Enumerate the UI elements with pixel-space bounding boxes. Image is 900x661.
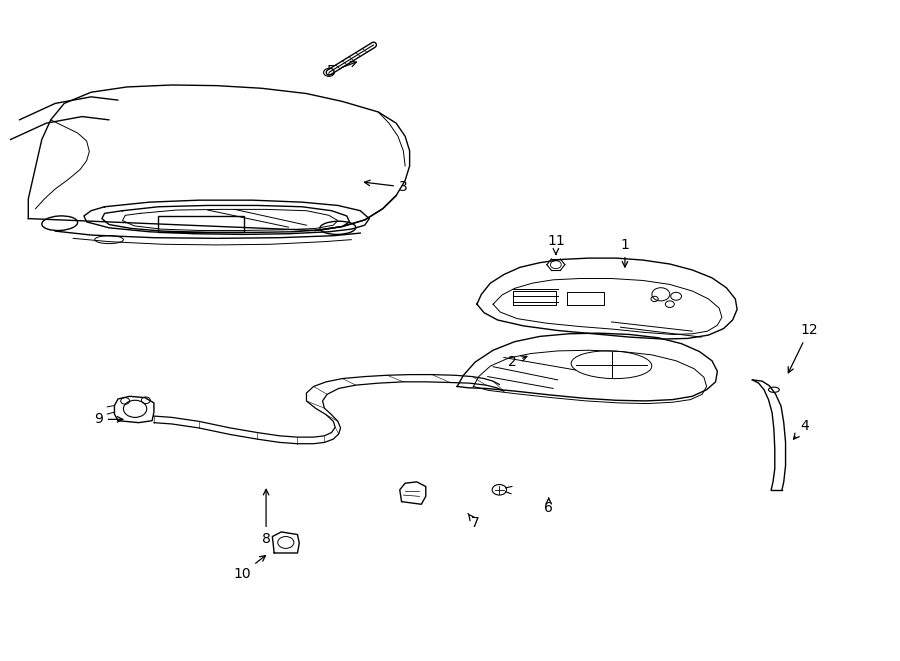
Text: 5: 5 [328, 61, 356, 78]
Text: 1: 1 [620, 238, 629, 267]
Text: 8: 8 [262, 489, 271, 546]
Text: 11: 11 [547, 234, 564, 254]
Text: 6: 6 [544, 498, 554, 515]
Circle shape [324, 69, 335, 77]
Text: 12: 12 [788, 323, 818, 373]
Text: 3: 3 [364, 180, 408, 194]
Text: 10: 10 [233, 555, 266, 581]
Circle shape [492, 485, 507, 495]
Circle shape [551, 260, 562, 268]
Text: 9: 9 [94, 412, 122, 426]
Text: 7: 7 [468, 514, 480, 529]
Text: 2: 2 [508, 355, 526, 369]
Text: 4: 4 [794, 419, 809, 439]
